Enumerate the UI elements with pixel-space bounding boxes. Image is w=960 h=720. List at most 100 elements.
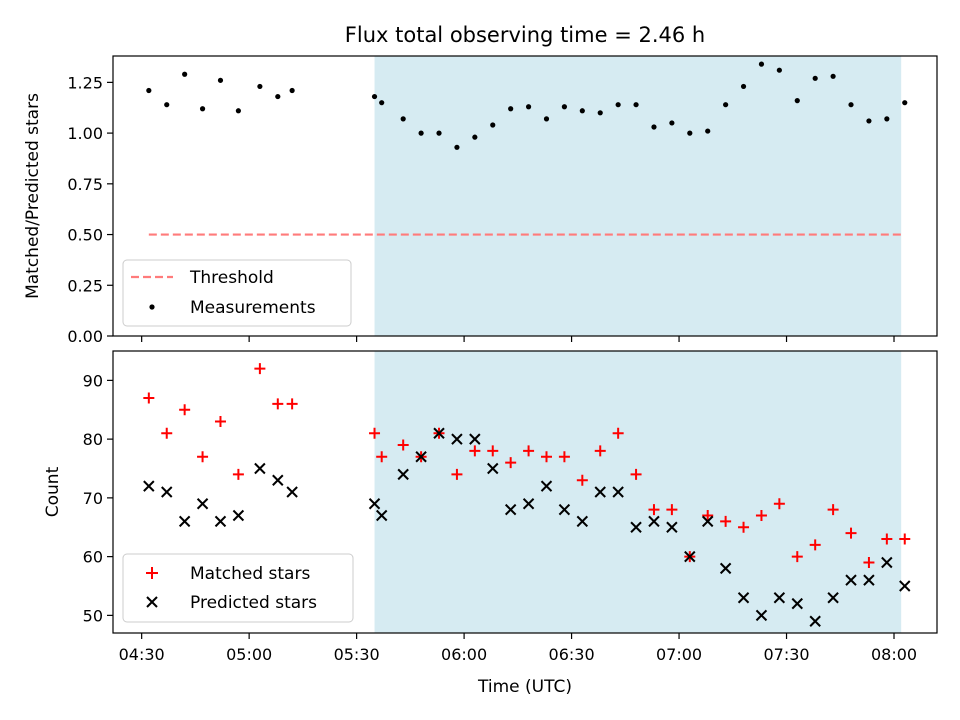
predicted-star-point (558, 503, 571, 516)
measurement-point (651, 124, 657, 130)
measurement-point (257, 83, 263, 90)
matched-star-point (899, 533, 911, 545)
matched-star-point (540, 451, 552, 463)
measurement-point (199, 106, 206, 112)
matched-star-point (827, 504, 839, 516)
predicted-star-point (375, 509, 388, 522)
predicted-star-point (863, 574, 875, 586)
measurement-point (454, 144, 460, 150)
top-x-ticks (141, 336, 895, 342)
measurement-point (633, 102, 639, 108)
measurement-point (400, 116, 406, 122)
predicted-star-point (368, 498, 381, 510)
x-tick-label: 07:00 (656, 645, 702, 664)
bottom-panel: 50 60 70 80 90 04:30 05:00 05:30 06:00 06:30 07:0… (43, 350, 938, 697)
measurement-point (848, 102, 854, 108)
predicted-star-point (178, 515, 191, 528)
measurement-point (723, 102, 729, 108)
y-tick-label: 0.50 (67, 226, 103, 245)
measurement-point (776, 67, 782, 73)
predicted-star-point (540, 480, 553, 492)
measurement-point (525, 104, 532, 110)
legend-measurements-label: Measurements (190, 298, 316, 318)
y-tick-label: 50 (83, 606, 103, 625)
measurement-point (164, 102, 170, 108)
measurement-point (812, 75, 818, 81)
predicted-star-point (755, 609, 768, 622)
measurement-point (902, 100, 908, 106)
matched-star-point (702, 510, 714, 521)
predicted-stars-points (143, 427, 911, 627)
measurement-point (146, 87, 152, 94)
measurement-point (669, 120, 675, 126)
predicted-star-point (143, 480, 155, 492)
predicted-star-point (827, 592, 839, 604)
y-tick-label: 80 (83, 430, 103, 449)
predicted-star-point (161, 486, 173, 498)
matched-star-point (143, 392, 155, 404)
x-tick-label: 05:30 (334, 645, 380, 664)
predicted-star-point (451, 433, 463, 445)
predicted-star-point (272, 474, 284, 486)
predicted-star-point (845, 574, 857, 586)
matched-star-point (179, 404, 191, 416)
predicted-star-point (522, 498, 535, 510)
legend-predicted-label: Predicted stars (190, 593, 317, 613)
measurement-point (561, 104, 568, 110)
measurement-point (615, 102, 621, 108)
predicted-star-point (630, 521, 642, 533)
y-tick-label: 0.00 (67, 327, 103, 346)
matched-stars-points (143, 363, 911, 568)
predicted-star-point (809, 615, 821, 627)
predicted-star-point (487, 462, 499, 475)
predicted-star-point (232, 509, 245, 522)
predicted-star-point (397, 468, 409, 481)
bottom-x-ticks: 04:30 05:00 05:30 06:00 06:30 07:00 07:30 08:00 (119, 633, 917, 664)
y-tick-label: 1.25 (67, 73, 103, 92)
measurement-point (687, 130, 693, 136)
predicted-star-point (433, 427, 445, 439)
matched-star-point (773, 498, 785, 510)
matched-star-point (523, 445, 535, 457)
y-tick-label: 0.25 (67, 276, 103, 295)
matched-star-point (845, 527, 857, 539)
matched-star-point (161, 427, 173, 439)
predicted-star-point (773, 592, 786, 604)
measurement-point (217, 77, 224, 83)
bottom-legend: Matched stars Predicted stars (122, 553, 354, 623)
predicted-star-point (612, 486, 624, 498)
predicted-star-point (684, 550, 696, 563)
predicted-star-point (415, 451, 427, 463)
matched-star-point (214, 416, 226, 427)
measurement-point (418, 130, 424, 136)
x-tick-label: 04:30 (119, 645, 165, 664)
matched-star-point (612, 427, 624, 439)
predicted-star-point (286, 486, 298, 498)
matched-star-point (881, 533, 893, 545)
matched-star-point (272, 398, 284, 410)
measurement-point (275, 93, 281, 100)
predicted-star-point (666, 521, 678, 533)
matched-star-point (286, 398, 298, 410)
predicted-star-point (702, 515, 714, 528)
bottom-y-axis-label: Count (43, 466, 63, 517)
legend-measurements-swatch (149, 304, 155, 310)
x-tick-label: 05:00 (226, 645, 272, 664)
measurement-point (289, 87, 295, 94)
measurement-point (866, 118, 872, 124)
matched-star-point (469, 445, 481, 457)
bottom-legend-box (122, 553, 354, 623)
matched-star-point (254, 363, 266, 375)
y-tick-label: 90 (83, 371, 103, 390)
legend-predicted-swatch (146, 596, 158, 608)
matched-star-point (630, 468, 642, 480)
x-tick-label: 08:00 (871, 645, 917, 664)
matched-star-point (232, 468, 244, 480)
matched-star-point (791, 551, 803, 563)
predicted-star-point (648, 515, 660, 528)
measurement-point (490, 122, 496, 128)
matched-star-point (505, 457, 517, 469)
measurement-point (182, 71, 188, 77)
bottom-shaded-region (374, 351, 902, 633)
